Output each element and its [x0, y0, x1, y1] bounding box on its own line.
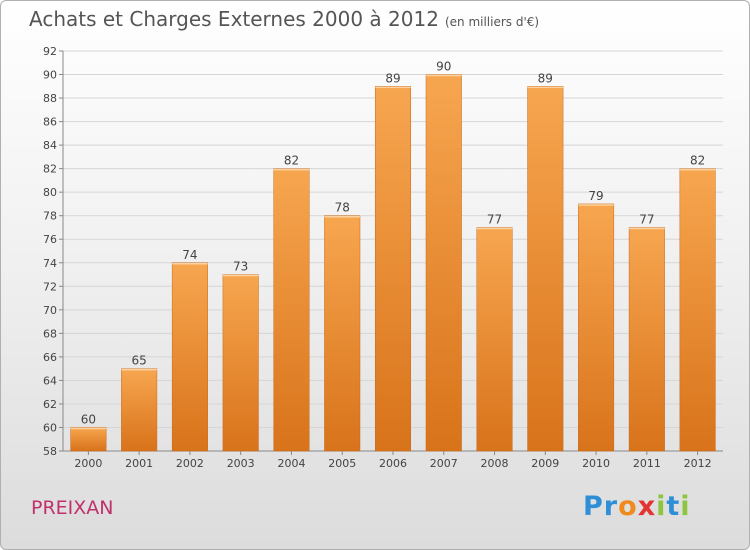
value-label-2010: 79	[588, 189, 603, 203]
bar-2005	[324, 215, 361, 452]
x-tick-label-2001: 2001	[125, 457, 153, 470]
y-tick-label: 58	[43, 445, 57, 458]
y-tick-label: 92	[43, 45, 57, 58]
y-tick-label: 62	[43, 398, 57, 411]
logo-letter: i	[680, 491, 691, 522]
bar-2011	[628, 227, 665, 452]
logo-letter: P	[583, 491, 604, 522]
x-tick-label-2004: 2004	[277, 457, 305, 470]
y-tick-label: 66	[43, 351, 57, 364]
bars	[70, 74, 716, 452]
value-label-2004: 82	[284, 154, 299, 168]
bar-2004	[273, 168, 310, 452]
y-tick-label: 86	[43, 116, 57, 129]
bar-2012	[679, 168, 716, 452]
value-label-2012: 82	[690, 154, 705, 168]
y-tick-label: 90	[43, 69, 57, 82]
chart-title-text: Achats et Charges Externes 2000 à 2012	[29, 7, 439, 31]
y-tick-label: 76	[43, 233, 57, 246]
y-tick-label: 74	[43, 257, 57, 270]
x-tick-label-2008: 2008	[481, 457, 509, 470]
logo-letter: i	[656, 491, 667, 522]
chart-subtitle: (en milliers d'€)	[444, 15, 540, 29]
value-label-2003: 73	[233, 260, 248, 274]
y-tick-label: 78	[43, 210, 57, 223]
value-label-2005: 78	[335, 201, 350, 215]
labels: 60 65 74 73 82 78 89 90 77 89 79 77 82	[81, 60, 706, 427]
y-tick-label: 60	[43, 421, 57, 434]
y-tick-label: 64	[43, 374, 57, 387]
x-tick-label-2010: 2010	[582, 457, 610, 470]
logo-letter: o	[618, 491, 638, 522]
value-label-2000: 60	[81, 412, 96, 426]
logo-letter: x	[637, 491, 657, 522]
value-label-2001: 65	[132, 354, 147, 368]
x-tick-label-2009: 2009	[531, 457, 559, 470]
x-tick-label-2012: 2012	[684, 457, 712, 470]
logo-letter: r	[603, 491, 619, 522]
y-tick-label: 84	[43, 139, 57, 152]
y-tick-label: 82	[43, 163, 57, 176]
bar-2009	[527, 86, 564, 452]
x-tick-label-2007: 2007	[430, 457, 458, 470]
proxiti-logo: Proxiti	[583, 491, 691, 522]
value-label-2008: 77	[487, 212, 502, 226]
y-tick-label: 88	[43, 92, 57, 105]
logo-letter: t	[666, 491, 681, 522]
y-tick-label: 70	[43, 304, 57, 317]
x-tick-label-2000: 2000	[74, 457, 102, 470]
bar-2008	[476, 227, 513, 452]
y-tick-label: 68	[43, 327, 57, 340]
value-label-2011: 77	[639, 212, 654, 226]
x-tick-label-2003: 2003	[227, 457, 255, 470]
bar-2006	[374, 86, 412, 452]
x-tick-label-2002: 2002	[176, 457, 204, 470]
value-label-2002: 74	[182, 248, 197, 262]
value-label-2007: 90	[436, 60, 451, 74]
value-label-2009: 89	[538, 71, 553, 85]
y-tick-label: 72	[43, 280, 57, 293]
bar-2007	[425, 74, 462, 452]
bar-2003	[222, 274, 259, 452]
x-tick-label-2011: 2011	[633, 457, 661, 470]
chart-title: Achats et Charges Externes 2000 à 2012 (e…	[29, 7, 539, 31]
x-tick-label-2006: 2006	[379, 457, 407, 470]
bar-2002	[171, 262, 208, 452]
bar-2001	[121, 368, 158, 452]
value-label-2006: 89	[385, 71, 400, 85]
bar-2010	[578, 203, 615, 452]
y-tick-label: 80	[43, 186, 57, 199]
x-tick-label-2005: 2005	[328, 457, 356, 470]
bar-2000	[70, 427, 107, 452]
city-name: PREIXAN	[31, 497, 114, 519]
